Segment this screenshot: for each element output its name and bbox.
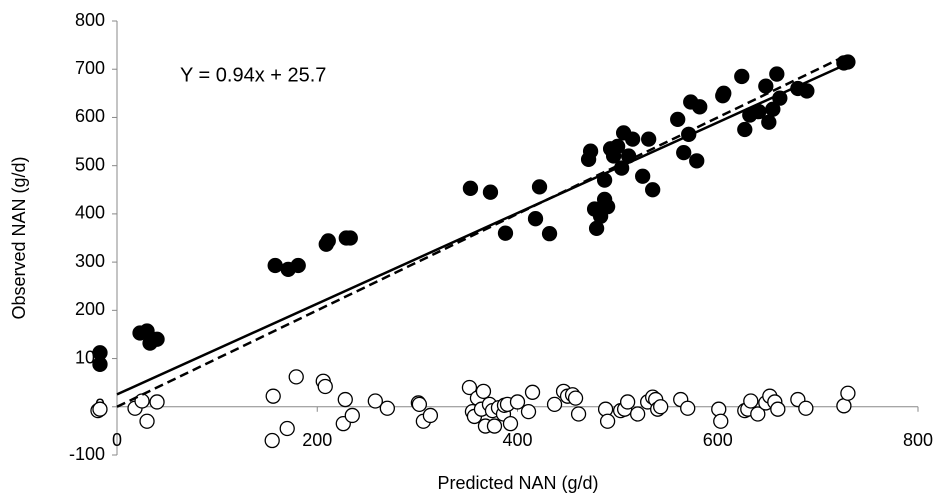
data-point	[527, 211, 544, 227]
data-point	[497, 225, 514, 241]
data-point	[799, 83, 815, 99]
data-point	[502, 416, 519, 432]
data-point	[149, 331, 165, 347]
data-point	[692, 99, 708, 115]
x-axis-title: Predicted NAN (g/d)	[437, 473, 598, 493]
data-point	[713, 413, 729, 429]
data-point	[743, 393, 759, 409]
data-point	[570, 406, 587, 422]
data-point	[290, 257, 306, 274]
x-tick-label: 600	[703, 430, 733, 450]
data-point	[344, 407, 360, 424]
x-tick-label: 200	[302, 430, 332, 450]
data-point	[676, 144, 692, 161]
data-point	[541, 226, 558, 242]
data-point	[149, 394, 165, 410]
data-point	[689, 153, 705, 169]
y-axis-title: Observed NAN (g/d)	[9, 156, 29, 319]
data-point	[524, 384, 541, 400]
data-point	[769, 66, 785, 82]
data-point	[798, 400, 814, 416]
data-point	[265, 388, 281, 404]
data-point	[599, 199, 616, 215]
data-point	[320, 233, 336, 249]
line	[116, 62, 849, 396]
data-point	[765, 101, 781, 117]
y-tick-label: 700	[75, 58, 105, 78]
data-point	[582, 143, 599, 159]
data-point	[288, 369, 304, 385]
data-point	[624, 131, 641, 147]
data-point	[279, 420, 295, 437]
data-point	[486, 418, 503, 434]
data-point	[630, 406, 646, 422]
data-point	[546, 396, 563, 413]
data-point	[92, 401, 108, 417]
data-point	[461, 379, 478, 396]
y-tick-label: 500	[75, 154, 105, 174]
data-point	[836, 398, 852, 414]
line	[116, 53, 849, 408]
data-point	[609, 138, 626, 155]
x-tick-label: 800	[903, 430, 933, 450]
data-point	[267, 257, 283, 274]
data-point	[599, 413, 616, 429]
data-point	[645, 182, 661, 198]
data-point	[342, 230, 358, 246]
data-point	[379, 400, 395, 416]
x-tick-label: 400	[502, 430, 532, 450]
data-point	[716, 85, 732, 101]
data-point	[840, 385, 856, 401]
data-point	[482, 184, 499, 200]
data-point	[422, 407, 439, 424]
data-point	[317, 378, 333, 395]
data-point	[680, 400, 696, 416]
data-point	[139, 413, 155, 429]
data-point	[509, 394, 526, 410]
x-tick-label: 0	[112, 430, 122, 450]
data-point	[462, 180, 479, 196]
data-point	[750, 406, 766, 422]
data-point	[411, 396, 428, 413]
data-point	[653, 399, 669, 415]
data-point	[670, 111, 686, 128]
data-point	[520, 403, 537, 420]
data-point	[770, 401, 786, 417]
annotation: Y = 0.94x + 25.7	[180, 64, 326, 86]
data-point	[531, 179, 548, 195]
data-point	[567, 390, 584, 406]
data-point	[641, 131, 657, 147]
data-point	[761, 114, 777, 130]
data-point	[367, 393, 383, 409]
y-tick-label: 200	[75, 299, 105, 319]
data-point	[92, 345, 108, 361]
data-point	[635, 168, 651, 184]
data-point	[737, 121, 753, 138]
y-tick-label: -100	[69, 444, 105, 464]
data-point	[337, 391, 353, 408]
y-tick-label: 400	[75, 203, 105, 223]
data-point	[734, 68, 750, 85]
data-point	[758, 78, 774, 94]
data-point	[619, 394, 636, 410]
y-tick-label: 300	[75, 251, 105, 271]
y-tick-label: 800	[75, 10, 105, 30]
data-point	[264, 432, 280, 449]
data-point	[475, 383, 492, 399]
y-tick-label: 600	[75, 106, 105, 126]
